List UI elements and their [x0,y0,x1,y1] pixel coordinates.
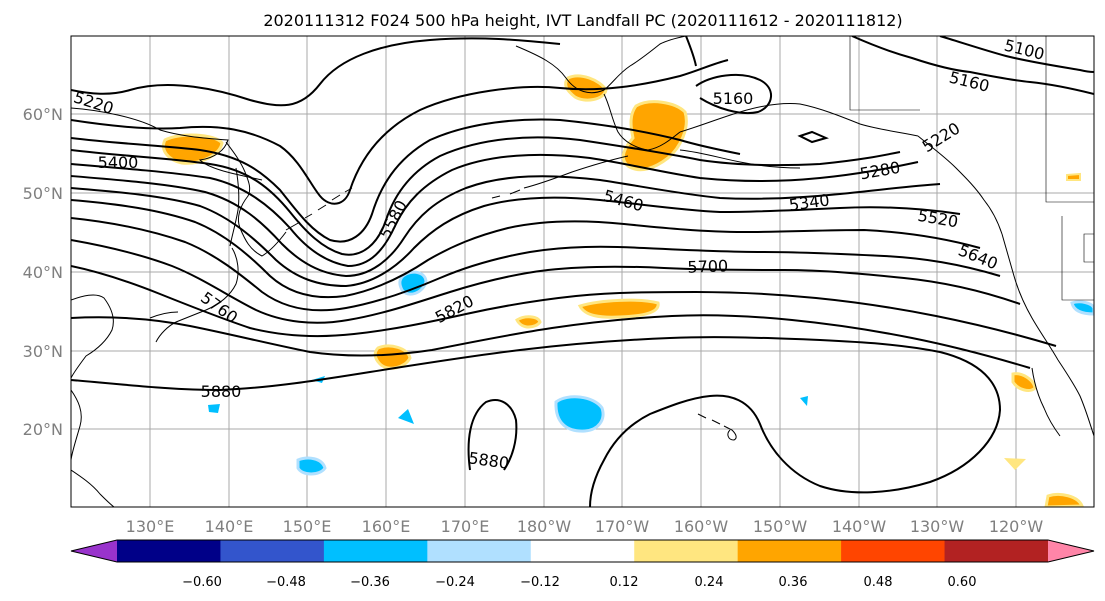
colorbar-segment [427,540,532,562]
colorbar [70,539,1095,563]
lon-label: 170°W [595,517,650,536]
colorbar-tick-label: 0.36 [779,575,808,590]
colorbar-segment [634,540,739,562]
lon-label: 170°E [441,517,490,536]
ivt-positive-patch [515,315,542,329]
ivt-positive-patch [1011,372,1037,392]
lat-label: 50°N [23,184,63,203]
latitude-axis: 60°N 50°N 40°N 30°N 20°N [23,105,63,439]
colorbar-extend-min [71,540,117,562]
colorbar-segment [117,540,221,562]
contour-label: 5160 [713,89,754,108]
colorbar-segment [220,540,325,562]
ivt-negative-patch [1070,300,1094,316]
ivt-positive-patch [1044,492,1085,507]
lat-label: 30°N [23,342,63,361]
ivt-negative-patch [208,404,220,413]
colorbar-tick-label: −0.60 [182,575,222,590]
colorbar-tick-label: −0.24 [435,575,475,590]
colorbar-segment [530,540,635,562]
ivt-positive-patch [1004,458,1026,470]
colorbar-tick-label: 0.60 [948,575,977,590]
lon-label: 150°E [283,517,332,536]
coastlines [71,36,1094,507]
ivt-positive-patch [1066,172,1081,181]
map-gridlines [71,36,1094,507]
colorbar-tick-label: 0.24 [695,575,724,590]
lat-label: 60°N [23,105,63,124]
lon-label: 120°W [989,517,1044,536]
lon-label: 160°W [674,517,729,536]
longitude-axis: 130°E 140°E 150°E 160°E 170°E 180°W 170°… [126,517,1044,536]
lon-label: 180°W [517,517,572,536]
contour-label: 5700 [687,256,728,276]
ivt-negative-patch [554,395,605,433]
colorbar-tick-label: 0.48 [864,575,893,590]
ivt-positive-patch [577,298,660,319]
contour-label: 5880 [201,382,242,401]
colorbar-tick-labels: −0.60 −0.48 −0.36 −0.24 −0.12 0.12 0.24 … [182,575,976,590]
contour-label: 5400 [98,153,139,172]
ivt-negative-patch [800,396,808,406]
colorbar-segment [841,540,946,562]
colorbar-segment [944,540,1049,562]
ivt-shading [162,74,1094,507]
colorbar-tick-label: −0.12 [520,575,560,590]
ivt-negative-patch [398,270,428,296]
lon-label: 130°E [126,517,175,536]
lon-label: 160°E [362,517,411,536]
height-contours [71,36,1094,507]
lat-label: 20°N [23,420,63,439]
colorbar-tick-label: 0.12 [610,575,639,590]
ivt-negative-patch [296,456,327,476]
colorbar-tick-label: −0.36 [350,575,390,590]
lon-label: 130°W [910,517,965,536]
colorbar-tick-label: −0.48 [266,575,306,590]
ivt-positive-patch [564,74,608,102]
figure-title: 2020111312 F024 500 hPa height, IVT Land… [263,11,902,30]
colorbar-segment [323,540,428,562]
colorbar-extend-max [1048,540,1094,562]
map-frame [70,35,1095,508]
lat-label: 40°N [23,263,63,282]
lon-label: 140°E [205,517,254,536]
map-panel: 5220 5400 5580 5460 5340 5280 5220 5520 … [71,36,1094,507]
colorbar-segment [737,540,842,562]
colorbar-outline [70,539,1095,563]
lon-label: 140°W [832,517,887,536]
ivt-positive-patch [373,344,412,370]
ivt-negative-patch [398,409,414,424]
lon-label: 150°W [753,517,808,536]
